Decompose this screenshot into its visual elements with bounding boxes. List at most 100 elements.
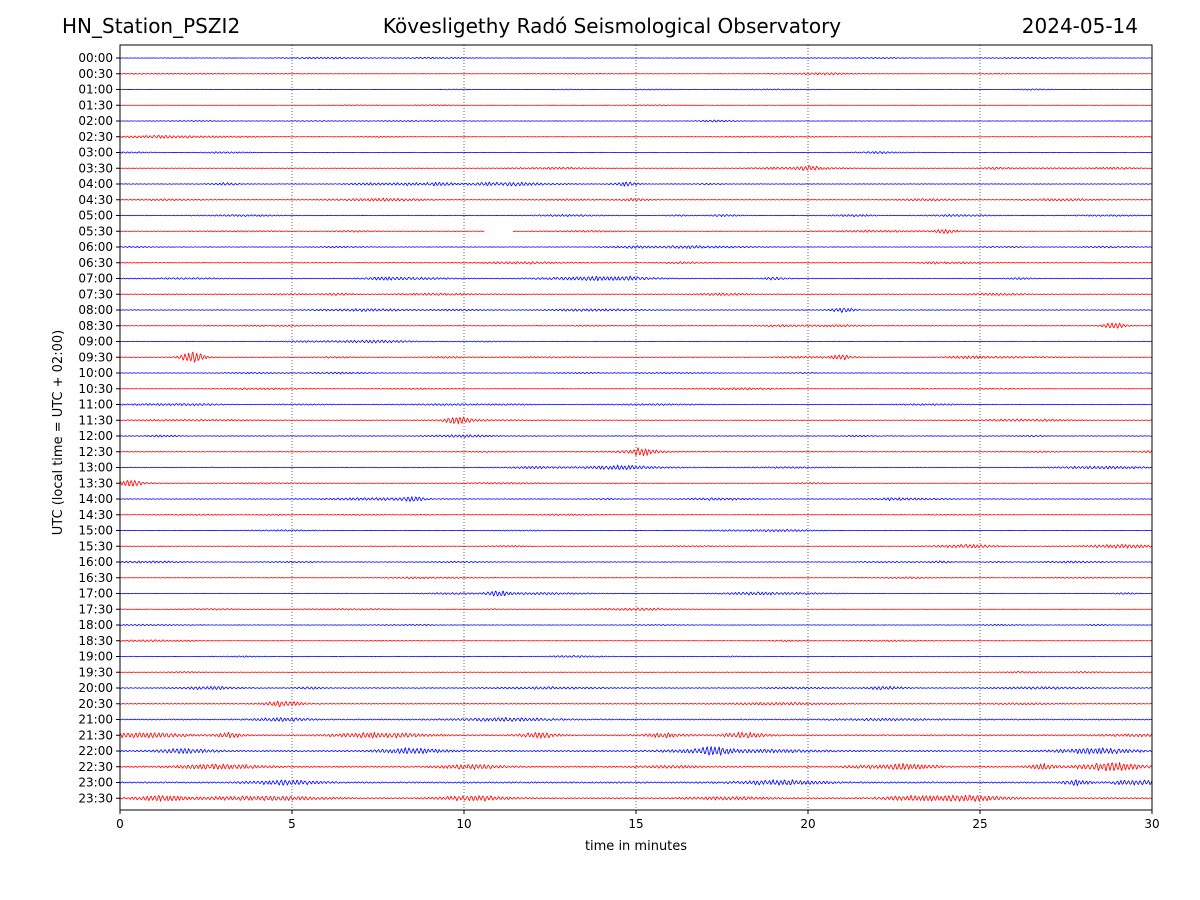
y-tick-label-34: 17:00 <box>78 587 113 601</box>
y-tick-label-30: 15:00 <box>78 524 113 538</box>
y-tick-label-27: 13:30 <box>78 476 113 490</box>
trace-1300 <box>119 464 1153 470</box>
trace-1600 <box>119 560 1153 564</box>
y-tick-label-26: 13:00 <box>78 461 113 475</box>
y-tick-label-17: 08:30 <box>78 319 113 333</box>
y-tick-label-37: 18:30 <box>78 634 113 648</box>
trace-2200 <box>119 746 1153 756</box>
trace-1930 <box>119 670 1153 674</box>
trace-2300 <box>119 779 1153 786</box>
y-tick-label-39: 19:30 <box>78 665 113 679</box>
y-tick-label-28: 14:00 <box>78 492 113 506</box>
chart-title: Kövesligethy Radó Seismological Observat… <box>382 14 842 38</box>
y-tick-label-31: 15:30 <box>78 539 113 553</box>
y-tick-label-16: 08:00 <box>78 303 113 317</box>
trace-1400 <box>119 496 1153 502</box>
trace-1200 <box>119 434 1153 438</box>
x-tick-label-6: 30 <box>1144 817 1159 831</box>
x-axis-label: time in minutes <box>585 839 687 854</box>
trace-1230 <box>119 447 1153 457</box>
y-tick-label-33: 16:30 <box>78 571 113 585</box>
x-tick-label-0: 0 <box>116 817 124 831</box>
trace-2130 <box>119 731 1153 739</box>
trace-0700 <box>119 275 1153 282</box>
trace-1130 <box>119 416 1153 425</box>
y-tick-label-41: 20:30 <box>78 697 113 711</box>
trace-0800 <box>119 307 1153 313</box>
trace-0030 <box>119 72 1153 76</box>
y-tick-label-0: 00:00 <box>78 51 113 65</box>
y-tick-label-32: 16:00 <box>78 555 113 569</box>
trace-0830 <box>119 322 1153 329</box>
y-tick-label-4: 02:00 <box>78 114 113 128</box>
y-tick-label-42: 21:00 <box>78 713 113 727</box>
y-tick-label-21: 10:30 <box>78 382 113 396</box>
trace-2330 <box>119 794 1153 802</box>
y-tick-label-47: 23:30 <box>78 791 113 805</box>
y-tick-label-1: 00:30 <box>78 67 113 81</box>
trace-2000 <box>119 685 1153 691</box>
y-tick-label-43: 21:30 <box>78 728 113 742</box>
trace-0200 <box>119 119 1153 123</box>
trace-0630 <box>119 261 1153 265</box>
y-tick-label-38: 19:00 <box>78 650 113 664</box>
trace-0430 <box>119 197 1153 202</box>
y-tick-label-9: 04:30 <box>78 193 113 207</box>
y-tick-label-19: 09:30 <box>78 350 113 364</box>
trace-2030 <box>119 700 1153 707</box>
trace-0130 <box>119 104 1153 107</box>
y-tick-label-5: 02:30 <box>78 130 113 144</box>
x-tick-label-3: 15 <box>628 817 643 831</box>
x-tick-label-5: 25 <box>972 817 987 831</box>
y-tick-label-22: 11:00 <box>78 398 113 412</box>
y-tick-label-25: 12:30 <box>78 445 113 459</box>
y-tick-label-24: 12:00 <box>78 429 113 443</box>
y-tick-label-40: 20:00 <box>78 681 113 695</box>
chart-date: 2024-05-14 <box>1021 14 1138 38</box>
trace-1630 <box>119 576 1153 580</box>
y-tick-label-35: 17:30 <box>78 602 113 616</box>
y-tick-label-18: 09:00 <box>78 335 113 349</box>
y-tick-label-15: 07:30 <box>78 287 113 301</box>
y-axis-label: UTC (local time = UTC + 02:00) <box>51 330 66 535</box>
seismic-traces <box>119 56 1153 802</box>
trace-0600 <box>119 245 1153 249</box>
x-axis-ticks: 0 5 10 15 20 25 30 <box>116 810 1160 831</box>
y-tick-label-45: 22:30 <box>78 760 113 774</box>
trace-1430 <box>119 513 1153 516</box>
x-tick-label-1: 5 <box>288 817 296 831</box>
trace-0530 <box>119 228 1152 234</box>
y-tick-label-3: 01:30 <box>78 98 113 112</box>
trace-2230 <box>119 761 1153 771</box>
y-tick-label-36: 18:00 <box>78 618 113 632</box>
y-tick-label-23: 11:30 <box>78 413 113 427</box>
trace-1800 <box>119 623 1153 627</box>
grid-lines <box>291 45 981 810</box>
trace-1000 <box>119 371 1153 375</box>
y-tick-label-6: 03:00 <box>78 146 113 160</box>
y-tick-label-7: 03:30 <box>78 161 113 175</box>
trace-0230 <box>119 134 1153 139</box>
trace-2100 <box>119 717 1153 722</box>
trace-1900 <box>119 655 1153 658</box>
y-tick-label-29: 14:30 <box>78 508 113 522</box>
trace-0500 <box>119 213 1153 218</box>
y-tick-label-2: 01:00 <box>78 83 113 97</box>
trace-0400 <box>119 181 1153 187</box>
trace-0730 <box>119 292 1153 296</box>
trace-1730 <box>119 607 1153 611</box>
x-tick-label-2: 10 <box>456 817 471 831</box>
y-tick-label-11: 05:30 <box>78 224 113 238</box>
trace-0930 <box>119 351 1153 363</box>
y-tick-label-46: 23:00 <box>78 776 113 790</box>
trace-1830 <box>119 639 1153 643</box>
y-tick-label-14: 07:00 <box>78 272 113 286</box>
trace-1530 <box>119 544 1153 549</box>
y-tick-label-13: 06:30 <box>78 256 113 270</box>
y-tick-label-8: 04:00 <box>78 177 113 191</box>
trace-1700 <box>119 590 1153 597</box>
trace-1330 <box>119 480 1153 487</box>
trace-1500 <box>119 528 1153 533</box>
